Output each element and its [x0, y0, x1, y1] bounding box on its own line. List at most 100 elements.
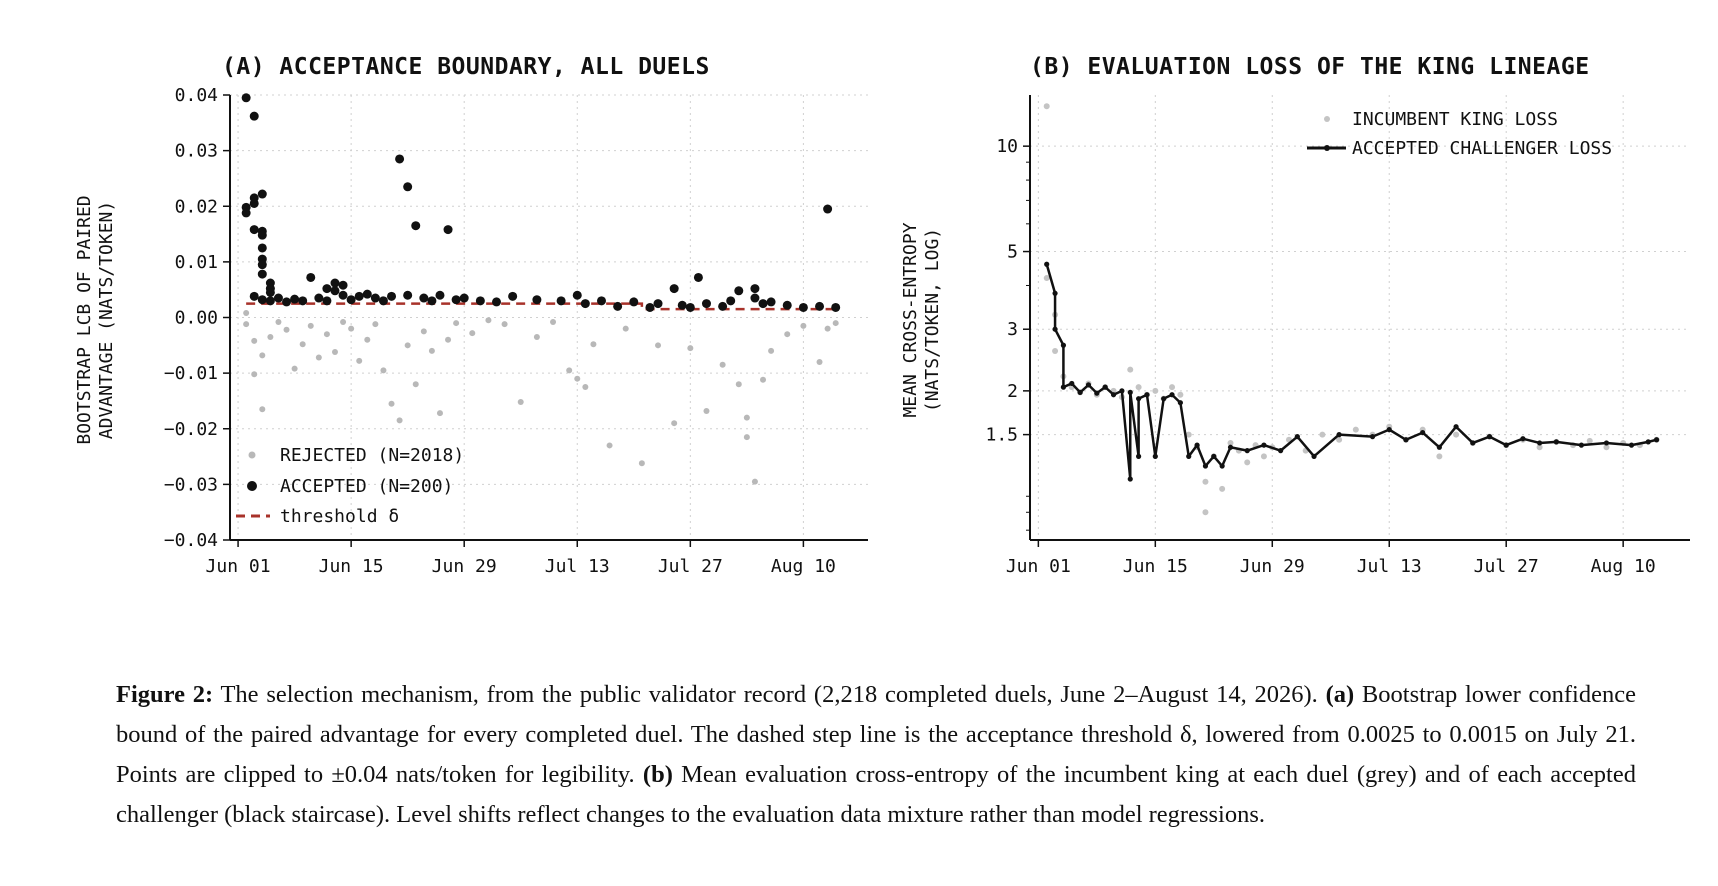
- rejected-point: [703, 407, 710, 414]
- accepted-point: [556, 296, 566, 306]
- accepted-point: [330, 278, 340, 288]
- rejected-point: [768, 347, 775, 354]
- y-tick-label: 3: [1007, 319, 1018, 340]
- incumbent-point: [1169, 384, 1176, 391]
- accepted-point: [290, 294, 300, 304]
- incumbent-point: [1202, 509, 1209, 516]
- incumbent-point: [1177, 391, 1184, 398]
- rejected-point: [655, 342, 662, 349]
- challenger-point: [1186, 453, 1192, 459]
- challenger-point: [1311, 453, 1317, 459]
- x-tick-label: Jun 15: [1123, 556, 1188, 577]
- rejected-point: [243, 310, 250, 317]
- rejected-point: [396, 417, 403, 424]
- rejected-point: [340, 318, 347, 325]
- y-tick-label: 5: [1007, 242, 1018, 263]
- accepted-point: [362, 289, 372, 299]
- x-tick-label: Jul 13: [1357, 556, 1422, 577]
- accepted-point: [758, 299, 768, 309]
- challenger-point: [1261, 442, 1267, 448]
- rejected-point: [622, 325, 629, 332]
- panel-b-ylabel-line1: MEAN CROSS-ENTROPY: [900, 222, 921, 417]
- accepted-point: [411, 221, 421, 231]
- accepted-point: [653, 299, 663, 309]
- incumbent-point: [1453, 431, 1460, 438]
- accepted-point: [572, 290, 582, 300]
- accepted-point: [766, 297, 776, 307]
- rejected-point: [743, 434, 750, 441]
- accepted-point: [322, 284, 332, 294]
- accepted-point: [249, 111, 259, 121]
- incumbent-point: [1052, 347, 1059, 354]
- accepted-point: [451, 295, 461, 305]
- challenger-point: [1119, 388, 1125, 394]
- legend-rejected-marker: [248, 451, 256, 459]
- rejected-point: [348, 325, 355, 332]
- incumbent-point: [1319, 431, 1326, 438]
- figure-caption: Figure 2: The selection mechanism, from …: [116, 675, 1636, 835]
- caption-label: Figure 2:: [116, 680, 214, 708]
- accepted-point: [613, 301, 623, 311]
- challenger-point: [1486, 434, 1493, 440]
- rejected-point: [735, 381, 742, 388]
- rejected-point: [638, 460, 645, 467]
- challenger-point: [1052, 326, 1058, 332]
- accepted-point: [459, 293, 469, 303]
- rejected-point: [751, 478, 758, 485]
- accepted-point: [241, 93, 251, 103]
- rejected-point: [307, 322, 314, 329]
- challenger-point: [1436, 444, 1442, 450]
- accepted-point: [257, 269, 267, 279]
- rejected-point: [719, 361, 726, 368]
- challenger-point: [1369, 434, 1376, 440]
- x-tick-label: Jun 15: [319, 556, 384, 577]
- accepted-point: [750, 293, 760, 303]
- accepted-point: [322, 296, 332, 306]
- challenger-point: [1219, 463, 1225, 469]
- accepted-point: [596, 296, 606, 306]
- accepted-point: [257, 295, 267, 305]
- challenger-line: [1045, 263, 1657, 481]
- rejected-point: [251, 371, 258, 378]
- challenger-point: [1136, 396, 1142, 402]
- panel-a-title: (A) ACCEPTANCE BOUNDARY, ALL DUELS: [222, 54, 710, 80]
- challenger-point: [1136, 453, 1142, 459]
- rejected-point: [743, 414, 750, 421]
- legend-incumbent-label: INCUMBENT KING LOSS: [1352, 109, 1558, 130]
- rejected-point: [485, 317, 492, 324]
- accepted-point: [629, 297, 639, 307]
- challenger-point: [1470, 440, 1476, 446]
- incumbent-point: [1219, 485, 1226, 492]
- accepted-point: [718, 301, 728, 311]
- challenger-point: [1553, 439, 1559, 445]
- rejected-point: [574, 375, 581, 382]
- x-tick-label: Jul 13: [545, 556, 610, 577]
- caption-text-2: Bootstrap lower confidence bound of the …: [116, 680, 1636, 788]
- accepted-point: [782, 300, 792, 310]
- accepted-point: [815, 301, 825, 311]
- challenger-point: [1077, 389, 1083, 395]
- accepted-point: [701, 299, 711, 309]
- panel-b-x-ticks: Jun 01 Jun 15 Jun 29 Jul 13 Jul 27 Aug 10: [1006, 540, 1656, 577]
- accepted-point: [693, 272, 703, 282]
- challenger-point: [1211, 453, 1217, 459]
- rejected-point: [784, 331, 791, 338]
- accepted-point: [249, 225, 259, 235]
- y-tick-label: 0.01: [175, 252, 218, 273]
- panel-b-legend: INCUMBENT KING LOSS ACCEPTED CHALLENGER …: [1307, 109, 1612, 159]
- challenger-point: [1127, 476, 1133, 482]
- x-tick-label: Jun 01: [206, 556, 271, 577]
- rejected-point: [291, 365, 298, 372]
- accepted-point: [241, 208, 251, 218]
- incumbent-point: [1135, 384, 1142, 391]
- incumbent-point: [1603, 444, 1610, 451]
- y-tick-label: 1.5: [985, 425, 1018, 446]
- rejected-point: [380, 367, 387, 374]
- challenger-point: [1044, 261, 1050, 267]
- incumbent-point: [1352, 426, 1359, 433]
- accepted-point: [282, 297, 292, 307]
- panel-a-accepted-points: [241, 93, 841, 312]
- legend-accepted-label: ACCEPTED (N=200): [280, 476, 453, 497]
- rejected-point: [259, 406, 266, 413]
- accepted-point: [403, 290, 413, 300]
